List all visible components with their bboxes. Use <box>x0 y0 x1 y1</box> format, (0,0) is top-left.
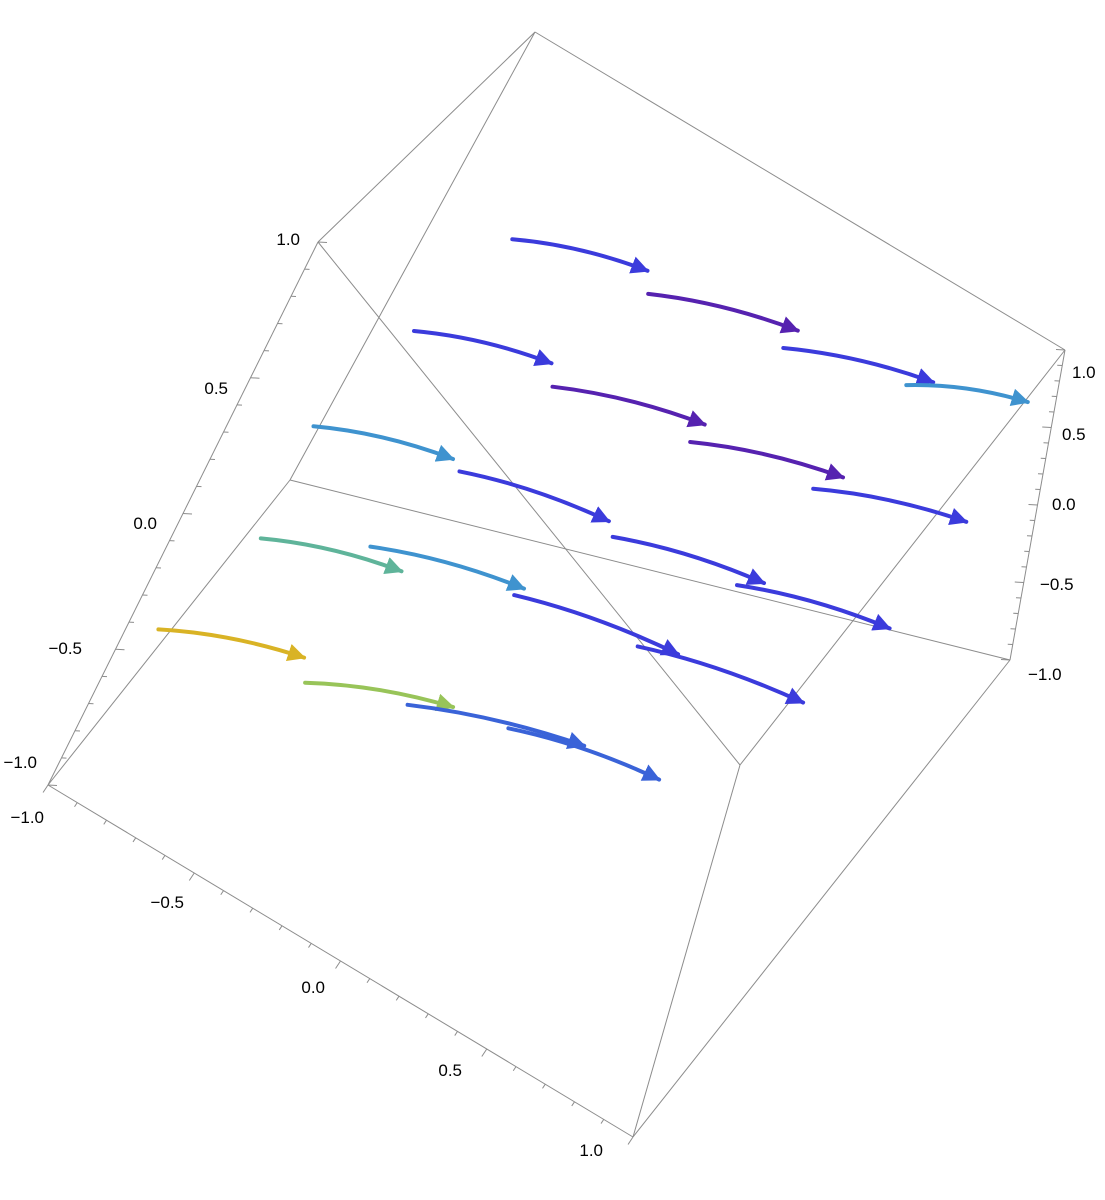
right-axis-tick-label: 0.5 <box>1062 425 1086 444</box>
stream-arrow <box>811 486 969 526</box>
front-axis-tick <box>600 1119 605 1124</box>
front-axis-tick <box>42 784 49 793</box>
box-edge <box>632 659 1011 1138</box>
left-axis-tick-label: 0.0 <box>133 514 157 533</box>
right-axis-tick-label: −1.0 <box>1028 665 1062 684</box>
left-axis-tick-label: −1.0 <box>3 753 37 772</box>
front-axis-tick <box>132 837 137 843</box>
front-axis-tick-label: 1.0 <box>579 1141 603 1160</box>
front-axis-tick <box>308 943 312 948</box>
front-axis-tick <box>366 978 371 984</box>
stream-arrow <box>506 726 662 782</box>
left-axis-tick-label: 1.0 <box>276 230 300 249</box>
front-axis-tick-label: 0.5 <box>438 1061 462 1080</box>
right-axis-tick-label: 1.0 <box>1072 363 1096 382</box>
stream-arrow <box>405 702 587 750</box>
front-axis-tick <box>571 1101 575 1107</box>
front-axis-tick <box>103 819 107 825</box>
front-axis-tick <box>220 890 224 896</box>
front-axis-tick <box>188 872 195 881</box>
box-edge <box>289 31 536 481</box>
tick-label-layer: −1.0 −0.5 0.0 0.5 1.0 −1.0 −0.5 0.0 0.5 1.0 −1.0 −0… <box>3 230 1095 1160</box>
front-axis-tick <box>161 855 166 860</box>
stream-layer <box>156 237 1030 782</box>
front-axis-tick-label: 0.0 <box>301 978 325 997</box>
stream-arrow <box>311 424 455 462</box>
stream-arrow <box>610 534 766 586</box>
stream-arrow <box>258 536 404 575</box>
front-axis-tick <box>74 802 78 808</box>
box-edge <box>739 349 1066 766</box>
stream-arrow <box>156 627 307 662</box>
stream-arrow <box>646 291 800 334</box>
front-axis-tick <box>335 960 341 969</box>
stream-arrow <box>368 544 526 591</box>
front-axis-tick <box>542 1083 546 1089</box>
stream-arrow <box>510 237 650 274</box>
stream-arrow <box>550 384 707 428</box>
box-edge <box>534 31 1066 351</box>
stream-arrow <box>303 680 456 712</box>
left-axis-tick-label: −0.5 <box>48 639 82 658</box>
left-axis-tick-label: 0.5 <box>204 379 228 398</box>
front-axis-tick <box>249 907 254 913</box>
right-axis-tick-label: 0.0 <box>1052 495 1076 514</box>
front-axis-tick <box>425 1013 429 1019</box>
stream-arrow <box>781 346 936 386</box>
front-axis-tick-label: −0.5 <box>150 893 184 912</box>
front-axis-tick <box>395 995 400 1001</box>
front-axis-tick <box>627 1136 634 1145</box>
box-edge <box>632 764 741 1138</box>
stream-arrow <box>457 469 611 524</box>
box-edge <box>317 31 536 243</box>
right-axis-tick-label: −0.5 <box>1040 575 1074 594</box>
front-axis-tick <box>512 1066 517 1072</box>
stream-arrow <box>688 440 845 481</box>
tick-marks <box>42 241 1066 1145</box>
front-axis-tick-label: −1.0 <box>10 808 44 827</box>
stream-arrow <box>412 329 554 366</box>
front-axis-tick <box>481 1048 488 1057</box>
front-axis-tick <box>278 925 283 931</box>
stream-arrow <box>904 382 1030 406</box>
stream-arrow <box>512 593 681 657</box>
bounding-box <box>47 31 1066 1138</box>
stream-arrow <box>735 583 892 631</box>
front-axis-tick <box>454 1031 458 1036</box>
box-edge <box>47 479 291 786</box>
stream-arrow <box>635 644 806 705</box>
box-edge <box>317 241 741 766</box>
